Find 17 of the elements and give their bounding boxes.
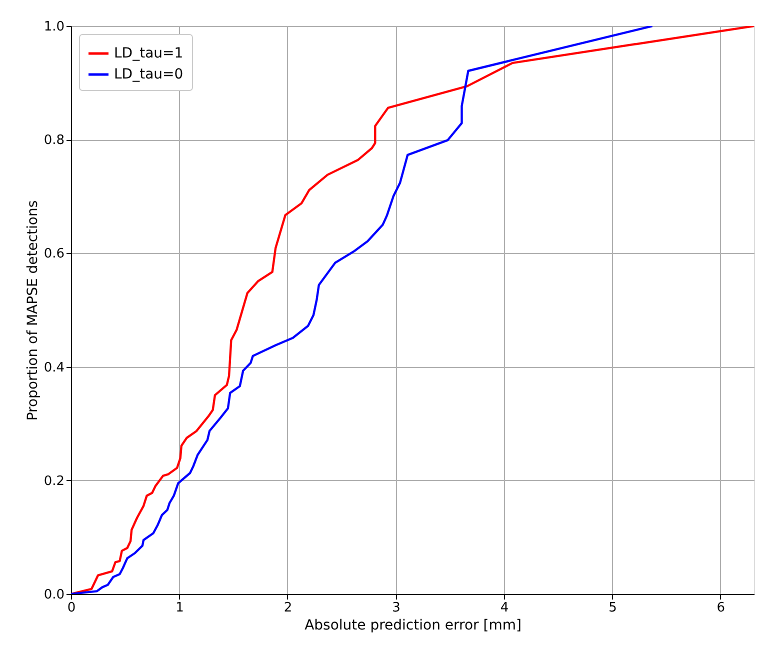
legend-label: LD_tau=0 [114, 66, 184, 82]
x-tick-label: 5 [608, 600, 617, 616]
y-tick-label: 0.2 [44, 474, 64, 489]
y-tick-label: 0.6 [44, 246, 64, 262]
x-tick-label: 6 [716, 600, 726, 616]
y-tick-label: 0.8 [44, 133, 64, 148]
y-tick-label: 1.0 [44, 20, 64, 34]
y-axis-title: Proportion of MAPSE detections [24, 200, 41, 421]
x-tick-label: 2 [284, 600, 292, 616]
x-tick-label: 4 [500, 600, 509, 616]
y-tick-label: 0.4 [44, 360, 64, 376]
y-tick-label: 0.0 [44, 588, 64, 602]
x-tick-label: 3 [392, 600, 400, 616]
x-axis-title: Absolute prediction error [mm] [304, 618, 522, 634]
legend-label: LD_tau=1 [114, 46, 184, 62]
x-tick-label: 1 [176, 600, 184, 616]
x-tick-label: 0 [67, 600, 76, 616]
